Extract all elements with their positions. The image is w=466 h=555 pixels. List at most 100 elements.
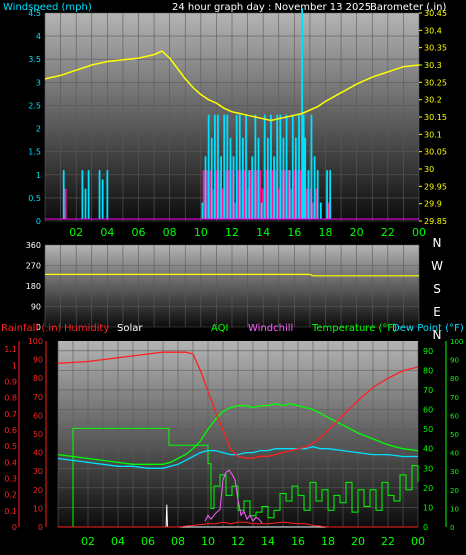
graph-title: 24 hour graph day : November 13 2025 <box>172 2 371 13</box>
humidity-tick: 90 <box>33 356 43 365</box>
humidity-line <box>57 351 419 459</box>
barometer-tick: 30.4 <box>424 26 442 35</box>
humidity-tick: 80 <box>33 374 43 383</box>
windspeed-bar <box>101 179 104 219</box>
windspeed-bar <box>260 202 263 219</box>
gust-bar <box>264 170 268 219</box>
barometer-tick: 30.1 <box>424 130 442 139</box>
gust-bar <box>268 170 271 219</box>
x-tick-label: 14 <box>256 226 270 239</box>
windspeed-bar <box>62 170 65 219</box>
windspeed-bar <box>298 114 300 219</box>
windspeed-bar <box>326 170 328 219</box>
legend-windchill: Windchill <box>248 323 293 334</box>
x-tick-label: 08 <box>163 226 177 239</box>
legend-solar: Solar <box>117 323 143 334</box>
x-tick-label: 04 <box>111 535 125 548</box>
windspeed-bar <box>232 156 235 219</box>
barometer-tick: 30.35 <box>424 44 447 53</box>
windspeed-bar <box>242 137 244 219</box>
rainfall-tick: 0.1 <box>4 507 17 516</box>
windspeed-bar <box>235 114 238 219</box>
windspeed-bar <box>288 170 291 219</box>
windspeed-bar <box>204 156 207 219</box>
windspeed-bar <box>223 114 226 219</box>
gust-bar <box>233 202 237 219</box>
gust-bar <box>271 170 274 219</box>
wind-direction-line <box>45 273 419 277</box>
windspeed-axis-label: Windspeed (mph) <box>3 2 92 13</box>
windspeed-tick: 3.5 <box>28 55 41 64</box>
barometer-tick: 29.95 <box>424 182 447 191</box>
x-tick-label: 10 <box>194 226 208 239</box>
humidity-tick-labels: 0 10 20 30 40 50 60 70 80 90 100 <box>28 337 47 532</box>
windspeed-bar <box>266 137 269 219</box>
gust-bar <box>240 170 243 219</box>
gust-bar <box>224 170 228 219</box>
temp-humidity-legend: Rainfall (.in) Humidity Solar AQI Windch… <box>1 323 464 334</box>
temperature-tick: 0 <box>423 523 428 532</box>
windspeed-bar <box>201 202 204 219</box>
rainfall-line <box>58 521 418 528</box>
compass-label: W <box>431 259 443 273</box>
gust-bar <box>311 202 315 219</box>
windspeed-tick: 3 <box>36 78 41 87</box>
x-tick-label: 12 <box>231 535 245 548</box>
windspeed-bar <box>285 114 288 219</box>
x-tick-label: 10 <box>201 535 215 548</box>
temperature-tick: 90 <box>423 347 433 356</box>
legend-dew-point: Dew Point (°F) <box>392 323 464 334</box>
humidity-tick: 20 <box>33 486 43 495</box>
aqi-line <box>70 427 419 528</box>
windspeed-tick: 0 <box>36 217 41 226</box>
windchill-line <box>204 469 263 524</box>
windspeed-bar <box>213 114 216 219</box>
rainfall-tick: 1.1 <box>4 345 17 354</box>
gust-bar <box>230 170 234 219</box>
aqi-tick: 10 <box>450 505 459 513</box>
compass-label: N <box>433 328 442 342</box>
windspeed-bar <box>304 137 307 219</box>
windspeed-tick-labels: 0 0.5 1 1.5 2 2.5 3 3.5 4 4.5 <box>28 9 41 226</box>
windspeed-bar <box>238 114 241 219</box>
x-tick-label: 20 <box>351 535 365 548</box>
compass-label: E <box>433 305 441 319</box>
temperature-tick: 40 <box>423 445 433 454</box>
barometer-tick: 30 <box>424 165 434 174</box>
windspeed-tick: 0.5 <box>28 194 41 203</box>
gust-bar <box>293 170 296 219</box>
rainfall-tick: 0.9 <box>4 377 17 386</box>
barometer-line <box>44 50 420 122</box>
x-tick-label: 14 <box>261 535 275 548</box>
gust-bar <box>227 170 231 219</box>
windspeed-bar <box>310 114 313 219</box>
windspeed-bar <box>226 114 229 219</box>
x-tick-label: 22 <box>381 535 395 548</box>
x-tick-label: 22 <box>381 226 395 239</box>
barometer-tick: 30.25 <box>424 78 447 87</box>
temperature-tick: 60 <box>423 406 433 415</box>
windspeed-tick: 1.5 <box>28 148 41 157</box>
x-tick-label: 18 <box>321 535 335 548</box>
temperature-line <box>57 403 419 465</box>
barometer-tick: 30.2 <box>424 96 442 105</box>
gust-bar <box>305 188 309 219</box>
gust-bar <box>236 170 240 219</box>
wind-direction-grid <box>44 244 420 328</box>
barometer-tick-labels: 29.85 29.9 29.95 30 30.05 30.1 30.15 30.2 30.25 3… <box>419 9 447 226</box>
windspeed-bar <box>313 156 316 219</box>
gust-bar <box>252 170 256 219</box>
aqi-tick: 40 <box>450 450 459 458</box>
legend-humidity: Humidity <box>64 323 109 334</box>
compass-label: S <box>433 282 441 296</box>
temperature-tick: 10 <box>423 503 433 512</box>
gust-bar <box>277 188 281 219</box>
rainfall-tick: 0.6 <box>4 426 17 435</box>
humidity-tick: 40 <box>33 449 43 458</box>
rainfall-tick: 0.5 <box>4 442 17 451</box>
windspeed-bar <box>87 170 90 219</box>
wind-barometer-x-tick-labels: 02 04 06 08 10 12 14 16 18 20 22 00 <box>69 226 426 239</box>
gust-series <box>63 170 330 219</box>
